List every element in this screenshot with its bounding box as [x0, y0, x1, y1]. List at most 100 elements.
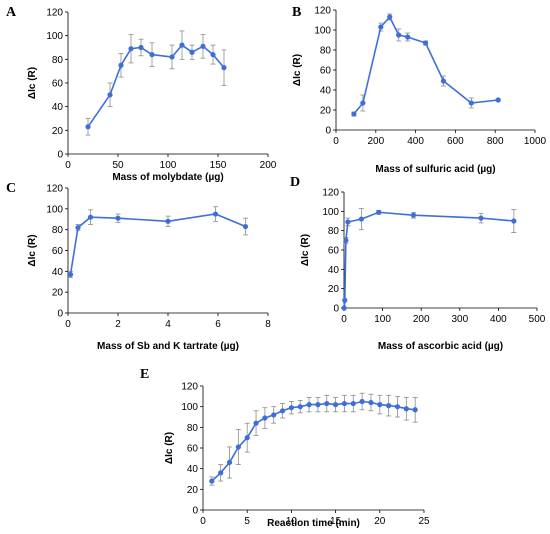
data-point	[412, 407, 418, 413]
data-point	[226, 459, 233, 466]
y-tick-label: 0	[333, 304, 339, 315]
y-tick-label: 120	[314, 6, 331, 17]
y-tick-label: 100	[181, 402, 198, 413]
chart-panel-d: D 0 100 200 300 400 500 0 20 40 60 80 100 120 Mass of …	[290, 175, 546, 352]
data-point	[165, 218, 171, 224]
y-tick-label: 120	[46, 184, 63, 195]
data-point	[271, 412, 277, 418]
x-tick-label: 400	[490, 314, 507, 325]
data-point	[279, 408, 286, 414]
x-tick-label: 6	[215, 319, 221, 330]
data-point	[440, 78, 447, 84]
y-tick-label: 80	[52, 225, 64, 236]
data-point	[200, 43, 206, 49]
panel-letter: D	[290, 175, 300, 190]
y-axis-title: ΔIc (R)	[27, 67, 38, 99]
chart-panel-a: A 0 50 100 150 200 0 20 40 60 80 100 120 Mass of moly…	[6, 5, 277, 183]
data-point	[377, 402, 383, 408]
data-point	[478, 215, 484, 221]
data-point	[107, 92, 113, 98]
y-tick-label: 40	[52, 267, 64, 278]
x-tick-label: 0	[65, 319, 71, 330]
data-point	[386, 403, 392, 409]
x-tick-label: 200	[413, 314, 430, 325]
x-tick-label: 200	[260, 160, 277, 171]
data-point	[149, 52, 155, 58]
data-point	[341, 400, 348, 407]
x-axis-title: Mass of Sb and K tartrate (µg)	[97, 341, 239, 352]
data-point	[262, 415, 268, 421]
y-tick-label: 100	[46, 31, 63, 42]
data-point	[341, 305, 347, 311]
x-tick-label: 2	[115, 319, 121, 330]
x-tick-label: 8	[265, 319, 271, 330]
y-axis-title: ΔIc (R)	[300, 234, 311, 266]
panel-letter: C	[6, 181, 16, 196]
data-point	[67, 271, 74, 278]
y-tick-label: 40	[320, 86, 332, 97]
y-tick-label: 60	[328, 246, 340, 257]
y-tick-label: 20	[187, 485, 199, 496]
y-tick-label: 80	[52, 55, 64, 66]
series-line	[353, 15, 499, 115]
data-point	[87, 214, 94, 220]
x-tick-label: 400	[407, 136, 424, 147]
series-line	[87, 44, 225, 128]
data-point	[253, 420, 259, 426]
data-point	[212, 211, 219, 217]
y-tick-label: 0	[57, 309, 63, 320]
data-point	[396, 32, 402, 38]
data-point	[511, 218, 517, 224]
y-tick-label: 0	[57, 150, 63, 161]
data-point	[85, 124, 91, 130]
data-point	[297, 404, 303, 410]
y-tick-label: 80	[187, 423, 199, 434]
data-point	[288, 405, 294, 411]
x-axis-title: Reaction time (min)	[267, 518, 360, 529]
x-tick-label: 50	[112, 160, 124, 171]
data-point	[306, 402, 312, 408]
data-point	[244, 435, 250, 441]
x-tick-label: 800	[487, 136, 504, 147]
y-tick-label: 120	[322, 188, 339, 199]
data-point	[358, 216, 364, 222]
y-tick-label: 20	[52, 126, 64, 137]
data-point	[350, 400, 356, 407]
data-point	[368, 399, 374, 406]
data-point	[351, 111, 357, 117]
series-line	[211, 400, 416, 482]
data-point	[179, 42, 185, 48]
data-point	[115, 215, 121, 221]
x-tick-label: 10	[286, 516, 298, 527]
y-tick-label: 20	[320, 106, 332, 117]
x-tick-label: 4	[165, 319, 171, 330]
y-axis-title: ΔIc (R)	[27, 234, 38, 266]
x-axis-title: Mass of sulfuric acid (µg)	[375, 164, 495, 175]
data-point	[209, 478, 215, 484]
x-tick-label: 600	[447, 136, 464, 147]
data-point	[422, 40, 429, 46]
data-point	[315, 402, 321, 408]
data-point	[218, 470, 224, 476]
x-tick-label: 15	[330, 516, 342, 527]
data-point	[138, 44, 144, 51]
data-point	[343, 237, 349, 243]
x-tick-label: 0	[200, 516, 206, 527]
data-point	[342, 297, 348, 303]
x-tick-label: 200	[367, 136, 384, 147]
data-point	[405, 34, 411, 40]
x-tick-label: 100	[160, 160, 177, 171]
x-tick-label: 25	[418, 516, 430, 527]
data-point	[242, 223, 249, 230]
y-tick-label: 80	[328, 226, 340, 237]
y-tick-label: 60	[187, 444, 199, 455]
y-axis-title: ΔIc (R)	[292, 54, 303, 86]
y-axis-title: ΔIc (R)	[164, 432, 175, 464]
x-tick-label: 20	[374, 516, 386, 527]
y-tick-label: 0	[325, 126, 331, 137]
x-tick-label: 100	[374, 314, 391, 325]
y-tick-label: 40	[187, 464, 199, 475]
y-tick-label: 20	[52, 288, 64, 299]
